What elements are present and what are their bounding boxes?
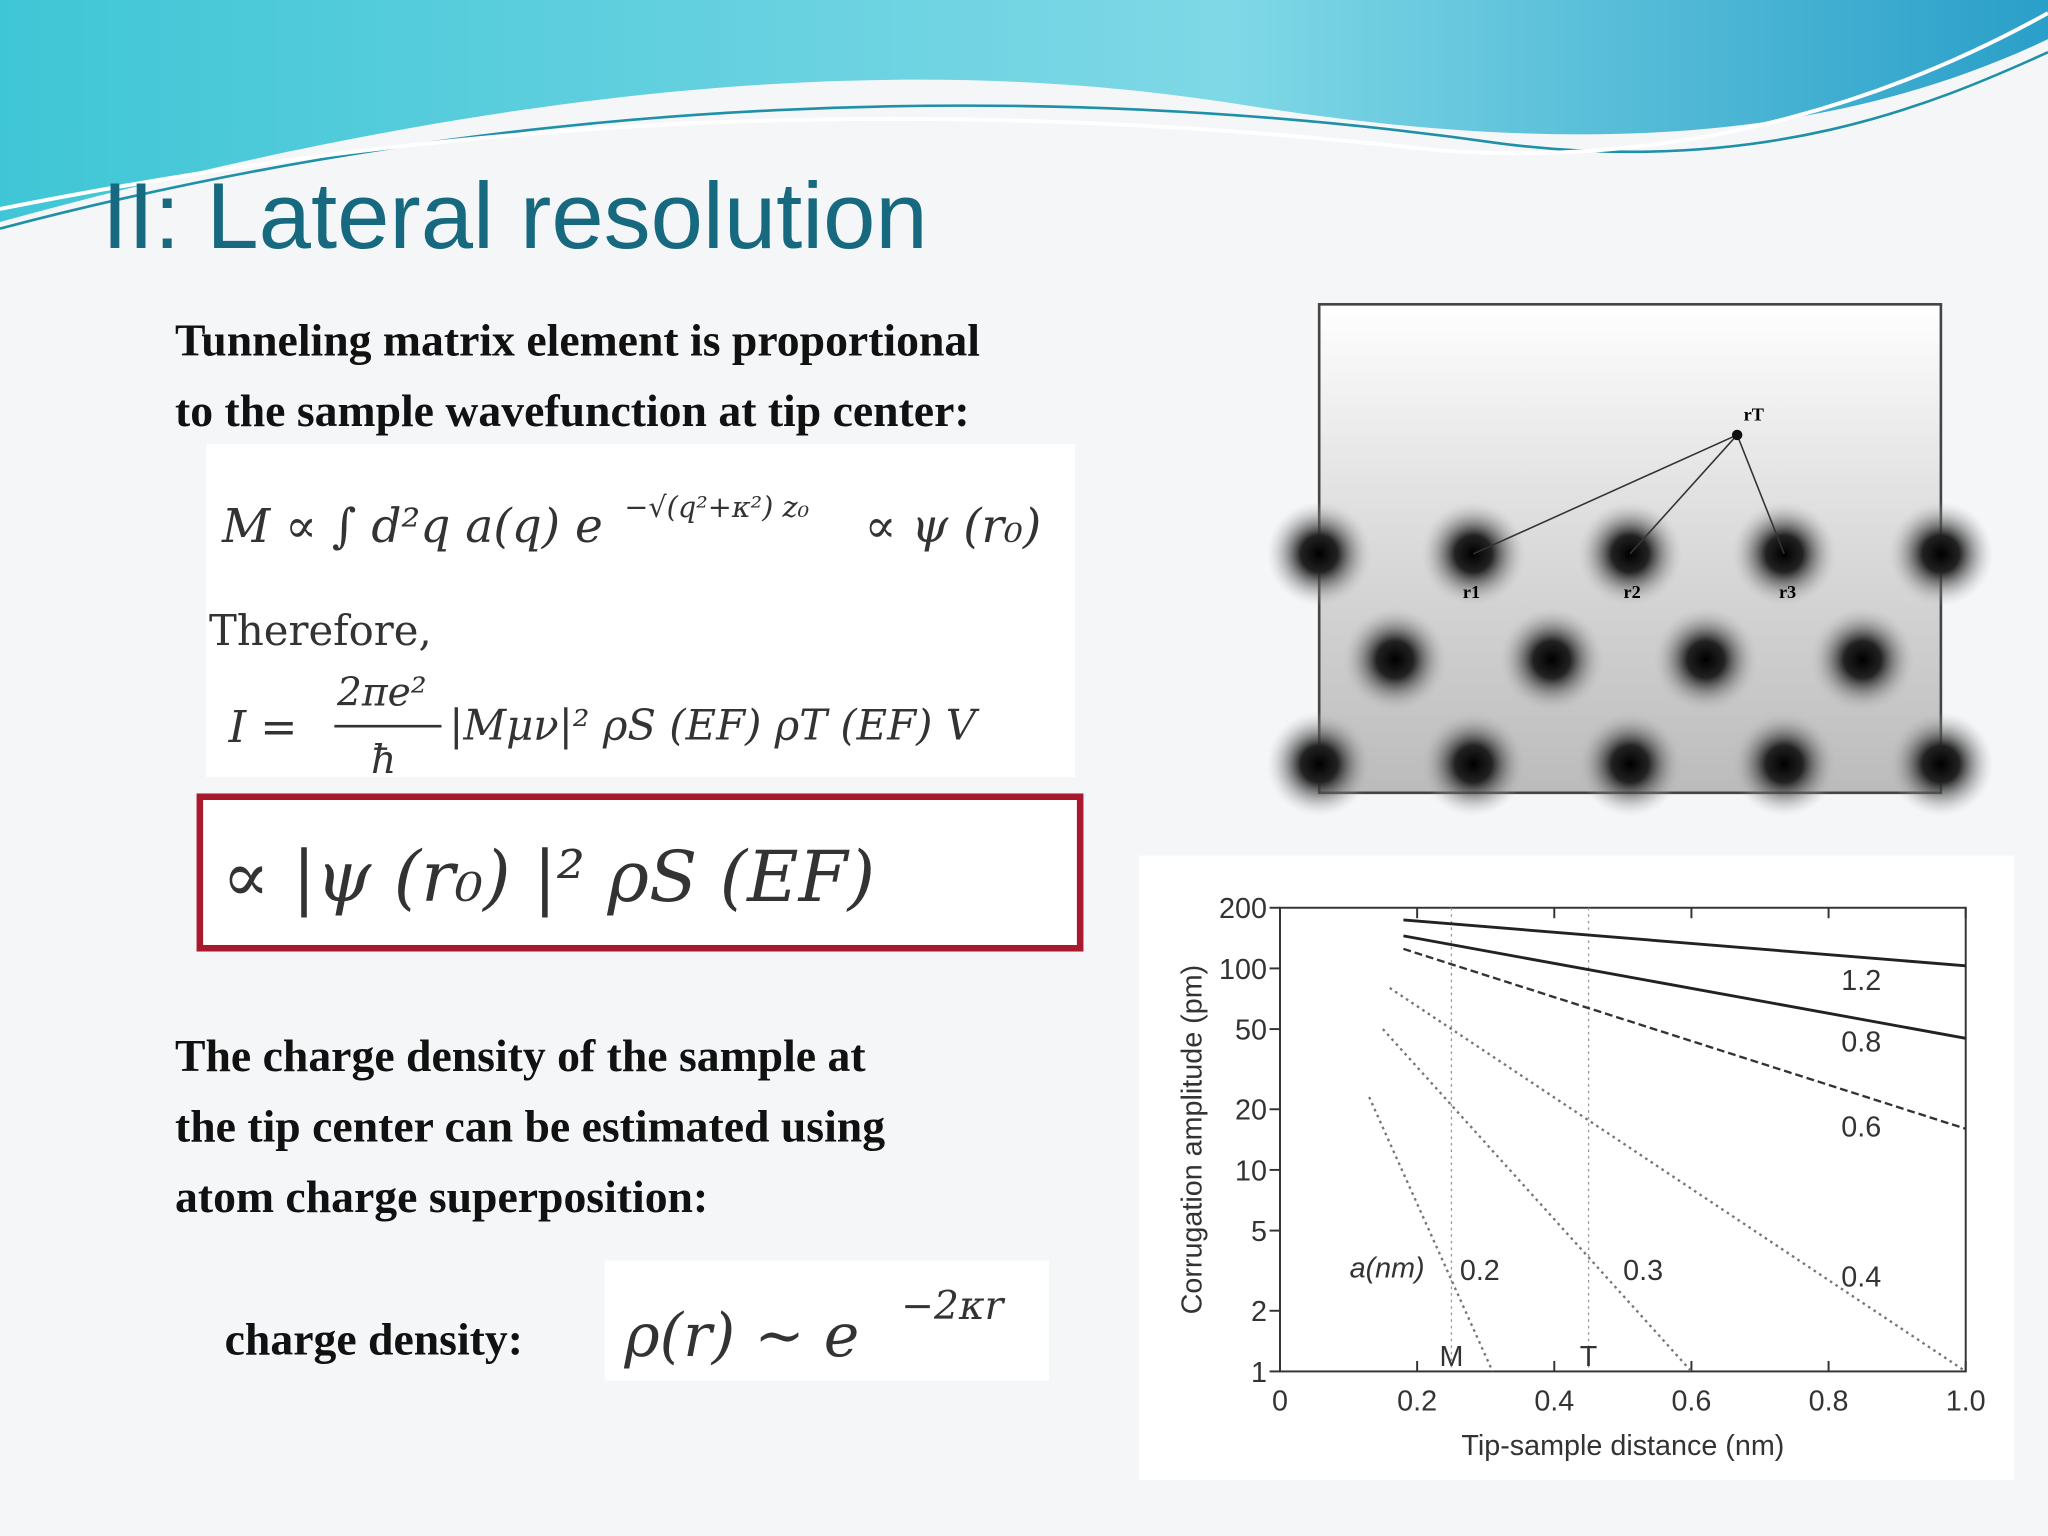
body-line: atom charge superposition: <box>175 1171 708 1222</box>
equation-numerator: 2πe² <box>336 670 427 715</box>
y-tick-label: 20 <box>1235 1095 1267 1127</box>
equation: ρ(r) ∼ e <box>623 1301 859 1371</box>
equation-exponent: −2κr <box>901 1284 1005 1329</box>
x-tick-label: 0.6 <box>1671 1386 1711 1418</box>
x-axis-label: Tip-sample distance (nm) <box>1461 1430 1784 1462</box>
y-tick-label: 10 <box>1235 1155 1267 1187</box>
y-tick-label: 5 <box>1251 1216 1267 1248</box>
series-label: 0.4 <box>1841 1262 1881 1294</box>
equation: M ∝ ∫ d²q a(q) e <box>221 499 603 554</box>
atom-label: r2 <box>1624 582 1641 602</box>
equation-panel <box>206 444 1075 778</box>
series-line <box>1403 934 1966 1040</box>
y-tick-label: 200 <box>1219 893 1267 925</box>
body-line: the tip center can be estimated using <box>175 1101 885 1152</box>
chart: 1 2 5 10 20 50 100 200 0 0.2 0.4 0.6 0.8 1.0 Tip-sampl… <box>1177 893 1986 1462</box>
intro-line: Tunneling matrix element is proportional <box>175 314 980 365</box>
atoms <box>1266 501 1994 817</box>
equation: I = <box>228 702 298 753</box>
equation: ∝ |ψ (r₀) |² ρS (EF) <box>222 836 875 918</box>
header-wave <box>0 0 2048 223</box>
plot-frame <box>1279 906 1967 1373</box>
equation-panel <box>604 1260 1049 1381</box>
y-tick-label: 50 <box>1235 1015 1267 1047</box>
charge-label: charge density: <box>225 1313 523 1364</box>
y-axis-label: Corrugation amplitude (pm) <box>1177 965 1209 1315</box>
series-line <box>1403 947 1967 1130</box>
series-line <box>1403 918 1966 968</box>
slide-title: II: Lateral resolution <box>102 163 928 268</box>
atom-label: r3 <box>1779 582 1796 602</box>
x-tick-label: 0 <box>1272 1386 1288 1418</box>
series-line <box>1381 1028 1693 1373</box>
equation-exponent: −√(q²+κ²) z₀ <box>624 490 809 524</box>
legend-title: a(nm) <box>1350 1252 1425 1284</box>
y-tick-label: 100 <box>1219 954 1267 986</box>
marker-label: M <box>1439 1341 1463 1373</box>
tip <box>1731 429 1743 441</box>
series-label: 1.2 <box>1841 965 1881 997</box>
series-label: 0.8 <box>1841 1026 1881 1058</box>
atom-label: r1 <box>1463 582 1480 602</box>
series-label: 0.2 <box>1460 1255 1500 1287</box>
series-label: 0.6 <box>1841 1111 1881 1143</box>
y-tick-label: 1 <box>1251 1357 1267 1389</box>
equation-denominator: ħ <box>371 738 396 783</box>
series-label: 0.3 <box>1623 1255 1663 1287</box>
atom-image: rT r1 r2 r3 <box>1266 303 1994 817</box>
chart-panel <box>1138 855 2015 1480</box>
intro-line: to the sample wavefunction at tip center… <box>175 385 970 436</box>
x-tick-label: 0.2 <box>1397 1386 1437 1418</box>
x-tick-label: 0.4 <box>1534 1386 1574 1418</box>
therefore: Therefore, <box>209 606 432 655</box>
body-line: The charge density of the sample at <box>175 1030 866 1081</box>
equation: ∝ ψ (r₀) <box>865 499 1042 554</box>
tip-label: rT <box>1744 405 1764 425</box>
series-line <box>1368 1096 1494 1372</box>
header-line <box>0 11 2048 211</box>
tip-lines <box>1472 434 1785 555</box>
equation: |Mμν|² ρS (EF) ρT (EF) V <box>449 700 979 749</box>
highlight-box <box>196 793 1084 952</box>
x-tick-label: 1.0 <box>1946 1386 1986 1418</box>
y-tick-label: 2 <box>1251 1296 1267 1328</box>
series-line <box>1389 986 1967 1373</box>
marker-label: T <box>1580 1341 1598 1373</box>
x-tick-label: 0.8 <box>1809 1386 1849 1418</box>
